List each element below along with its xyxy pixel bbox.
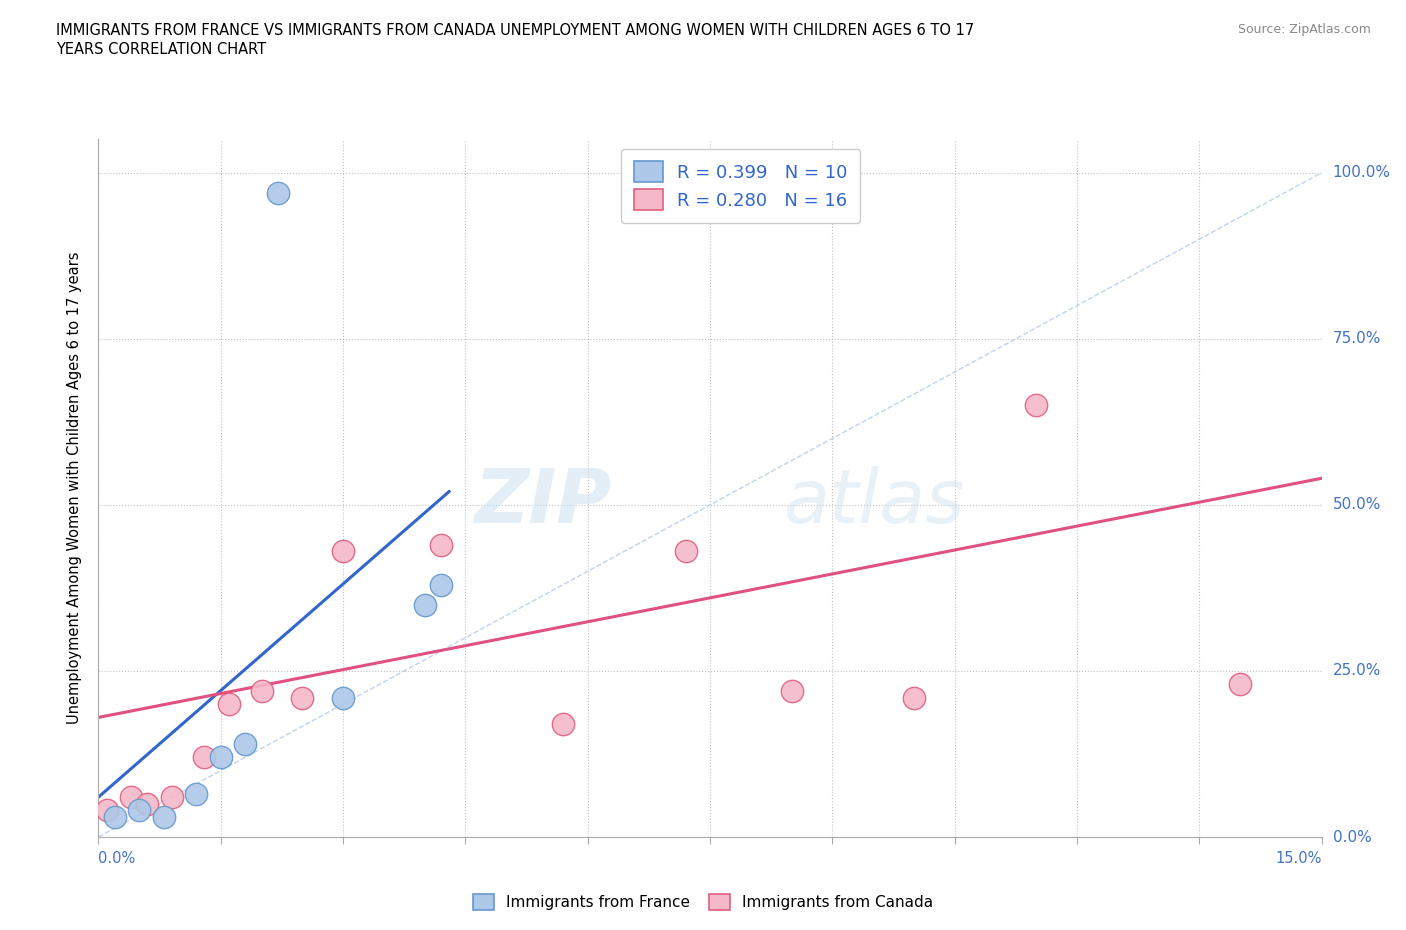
Text: 0.0%: 0.0% — [1333, 830, 1371, 844]
Point — [104, 810, 127, 825]
Point — [267, 185, 290, 200]
Point — [1025, 398, 1047, 413]
Y-axis label: Unemployment Among Women with Children Ages 6 to 17 years: Unemployment Among Women with Children A… — [67, 252, 83, 724]
Point — [193, 750, 215, 764]
Point — [430, 538, 453, 552]
Point — [250, 684, 273, 698]
Point — [96, 803, 118, 817]
Point — [903, 690, 925, 705]
Point — [152, 810, 174, 825]
Legend: Immigrants from France, Immigrants from Canada: Immigrants from France, Immigrants from … — [465, 886, 941, 918]
Point — [553, 717, 575, 732]
Point — [332, 690, 354, 705]
Point — [332, 544, 354, 559]
Point — [186, 787, 208, 802]
Text: YEARS CORRELATION CHART: YEARS CORRELATION CHART — [56, 42, 266, 57]
Text: 75.0%: 75.0% — [1333, 331, 1381, 346]
Point — [120, 790, 142, 804]
Point — [1229, 677, 1251, 692]
Point — [675, 544, 697, 559]
Point — [160, 790, 183, 804]
Point — [291, 690, 314, 705]
Text: 50.0%: 50.0% — [1333, 498, 1381, 512]
Point — [136, 796, 159, 811]
Legend: R = 0.399   N = 10, R = 0.280   N = 16: R = 0.399 N = 10, R = 0.280 N = 16 — [621, 149, 860, 223]
Text: ZIP: ZIP — [475, 466, 612, 538]
Text: 25.0%: 25.0% — [1333, 663, 1381, 678]
Point — [233, 737, 256, 751]
Point — [780, 684, 803, 698]
Text: 0.0%: 0.0% — [98, 851, 135, 866]
Text: Source: ZipAtlas.com: Source: ZipAtlas.com — [1237, 23, 1371, 36]
Text: atlas: atlas — [783, 466, 965, 538]
Text: IMMIGRANTS FROM FRANCE VS IMMIGRANTS FROM CANADA UNEMPLOYMENT AMONG WOMEN WITH C: IMMIGRANTS FROM FRANCE VS IMMIGRANTS FRO… — [56, 23, 974, 38]
Text: 15.0%: 15.0% — [1275, 851, 1322, 866]
Point — [413, 597, 436, 612]
Point — [218, 697, 240, 711]
Point — [128, 803, 150, 817]
Point — [430, 578, 453, 592]
Text: 100.0%: 100.0% — [1333, 166, 1391, 180]
Point — [209, 750, 232, 764]
